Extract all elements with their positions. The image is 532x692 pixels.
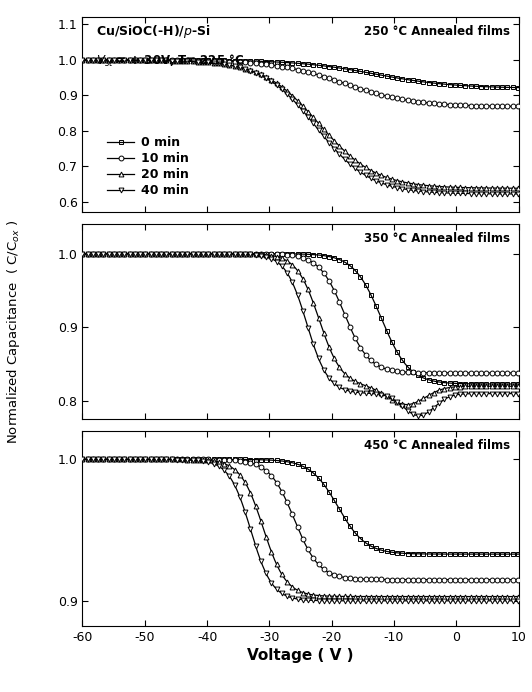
X-axis label: Voltage ( V ): Voltage ( V ) [247,648,354,664]
Text: Normalized Capacitance  ( C/C$_{ox}$ ): Normalized Capacitance ( C/C$_{ox}$ ) [5,220,22,444]
Text: $V_{st}$ = + 30V, T= 225 °C: $V_{st}$ = + 30V, T= 225 °C [96,53,244,69]
Text: 450 °C Annealed films: 450 °C Annealed films [364,439,510,452]
Legend: 0 min, 10 min, 20 min, 40 min: 0 min, 10 min, 20 min, 40 min [102,131,194,202]
Text: Cu/SiOC(-H)/$p$-Si: Cu/SiOC(-H)/$p$-Si [96,23,210,40]
Text: 250 °C Annealed films: 250 °C Annealed films [364,25,510,38]
Text: 350 °C Annealed films: 350 °C Annealed films [364,232,510,245]
